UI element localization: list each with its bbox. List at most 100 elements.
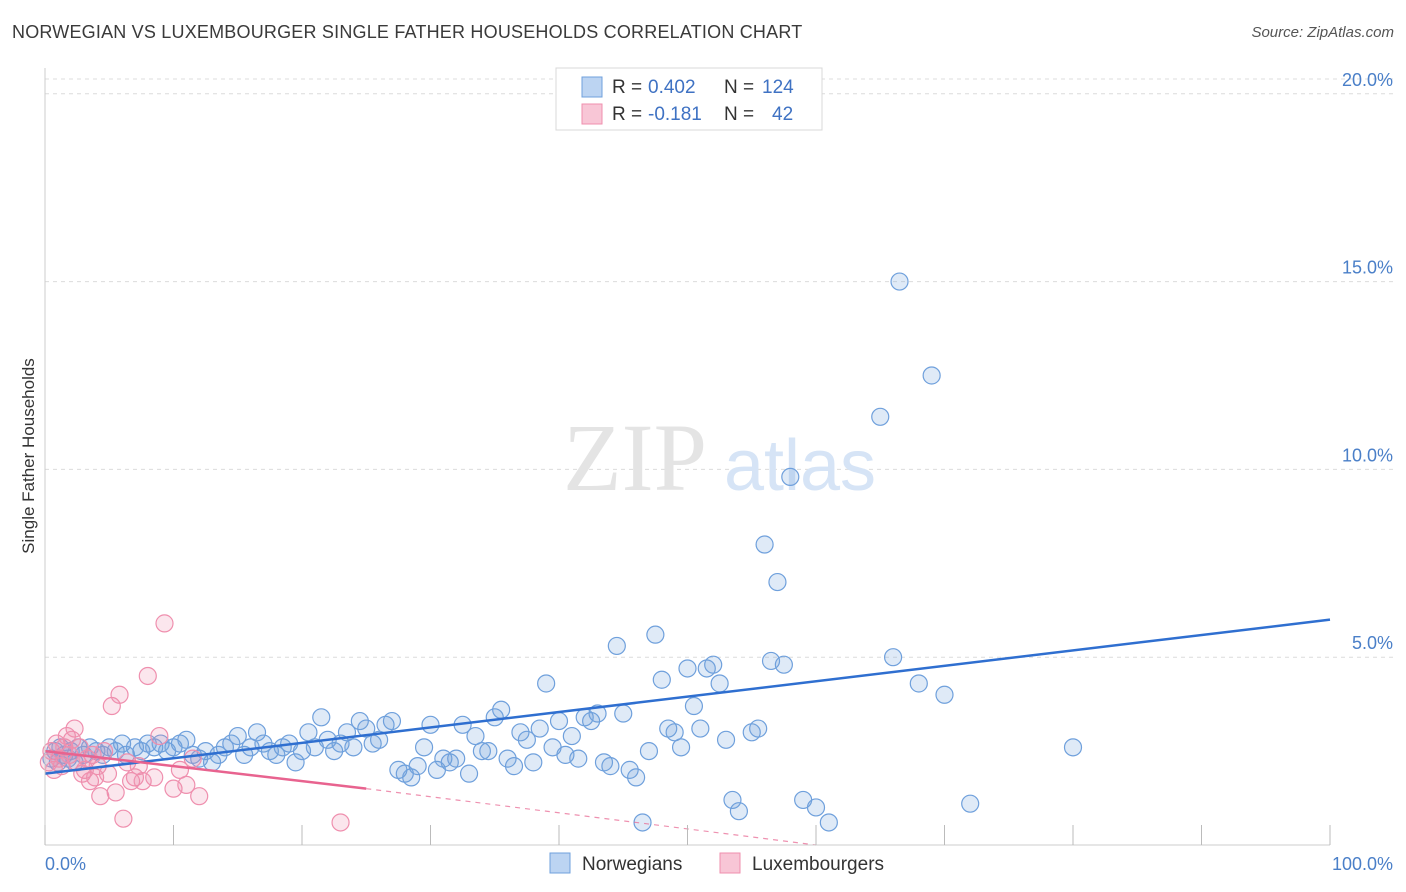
luxembourger-point bbox=[145, 768, 164, 787]
y-tick-label: 15.0% bbox=[1342, 258, 1393, 278]
norwegian-point bbox=[883, 648, 903, 667]
x-tick-label-min: 0.0% bbox=[45, 854, 86, 874]
luxembourgers-points bbox=[39, 614, 350, 832]
luxembourger-point bbox=[155, 614, 174, 633]
legend-pink-n-label: N = bbox=[724, 104, 754, 125]
norwegian-point bbox=[350, 711, 369, 731]
norwegian-point bbox=[479, 741, 498, 761]
norwegian-point bbox=[871, 407, 890, 426]
norwegian-point bbox=[588, 704, 607, 723]
legend-norwegians-swatch bbox=[549, 852, 571, 874]
grid-layer bbox=[45, 78, 1395, 658]
norwegians-points bbox=[42, 272, 1083, 832]
luxembourger-point bbox=[62, 730, 82, 749]
norwegian-point bbox=[671, 738, 691, 757]
norwegian-point bbox=[633, 813, 652, 832]
norwegian-point bbox=[601, 757, 620, 776]
norwegian-point bbox=[639, 741, 659, 761]
chart-title: NORWEGIAN VS LUXEMBOURGER SINGLE FATHER … bbox=[12, 22, 803, 42]
legend-blue-n-value: 124 bbox=[762, 77, 794, 98]
norwegian-point bbox=[562, 726, 581, 746]
norwegian-point bbox=[665, 723, 684, 742]
x-tick-label-max: 100.0% bbox=[1332, 854, 1393, 874]
norwegian-point bbox=[626, 768, 646, 787]
norwegian-point bbox=[408, 757, 427, 776]
norwegian-point bbox=[620, 760, 639, 779]
norwegian-point bbox=[582, 711, 601, 731]
norwegian-point bbox=[1063, 738, 1083, 757]
legend-pink-swatch bbox=[581, 103, 603, 125]
norwegian-point bbox=[710, 674, 729, 693]
norwegian-point bbox=[504, 757, 524, 776]
norwegian-point bbox=[370, 730, 389, 749]
legend-pink-r-label: R = bbox=[612, 104, 642, 125]
norwegian-point bbox=[684, 696, 704, 716]
watermark-atlas: atlas bbox=[724, 426, 876, 506]
norwegian-point bbox=[646, 625, 665, 644]
norwegian-point bbox=[607, 636, 626, 656]
norwegian-point bbox=[749, 719, 768, 738]
norwegian-point bbox=[723, 790, 742, 810]
luxembourger-point bbox=[331, 813, 350, 832]
luxembourger-point bbox=[133, 772, 152, 791]
source-label: Source: ZipAtlas.com bbox=[1251, 24, 1394, 41]
norwegian-point bbox=[806, 798, 826, 817]
norwegian-point bbox=[325, 741, 344, 761]
legend-norwegians-label: Norwegians bbox=[582, 854, 682, 875]
luxembourger-point bbox=[106, 783, 125, 802]
legend-blue-r-label: R = bbox=[612, 77, 642, 98]
luxembourger-point bbox=[95, 741, 114, 761]
norwegian-point bbox=[652, 670, 671, 689]
legend-top: R = 0.402 N = 124 R = -0.181 N = 42 bbox=[555, 67, 823, 131]
norwegian-point bbox=[781, 467, 800, 487]
norwegian-point bbox=[498, 749, 517, 768]
legend-blue-n-label: N = bbox=[724, 77, 754, 98]
luxembourger-point bbox=[91, 787, 110, 806]
y-tick-label: 20.0% bbox=[1342, 70, 1393, 90]
watermark: ZIP atlas bbox=[563, 404, 876, 511]
norwegian-point bbox=[511, 723, 530, 742]
luxembourgers-trend-extension bbox=[366, 788, 817, 846]
norwegian-point bbox=[466, 726, 485, 746]
norwegian-point bbox=[382, 711, 402, 731]
norwegian-point bbox=[768, 572, 787, 592]
norwegian-point bbox=[678, 659, 697, 678]
norwegian-point bbox=[414, 738, 434, 757]
luxembourger-point bbox=[150, 726, 169, 746]
y-axis-label: Single Father Households bbox=[19, 358, 38, 554]
norwegian-point bbox=[357, 719, 376, 738]
norwegian-point bbox=[485, 708, 504, 727]
trend-lines bbox=[44, 618, 1331, 846]
norwegian-point bbox=[447, 749, 466, 768]
legend-luxembourgers-label: Luxembourgers bbox=[752, 854, 884, 875]
norwegian-point bbox=[228, 726, 247, 746]
legend-bottom: Norwegians Luxembourgers bbox=[549, 852, 884, 875]
norwegian-point bbox=[537, 674, 556, 693]
luxembourger-point bbox=[190, 787, 209, 806]
norwegian-point bbox=[344, 738, 363, 757]
norwegian-point bbox=[459, 764, 479, 783]
norwegian-point bbox=[517, 730, 536, 749]
norwegian-point bbox=[935, 685, 954, 704]
norwegian-point bbox=[716, 730, 736, 749]
norwegian-point bbox=[530, 719, 549, 738]
norwegian-point bbox=[961, 794, 980, 813]
legend-blue-r-value: 0.402 bbox=[648, 77, 696, 98]
luxembourger-point bbox=[177, 775, 196, 795]
norwegian-point bbox=[549, 711, 569, 731]
norwegian-point bbox=[819, 813, 838, 832]
luxembourgers-trend-line bbox=[44, 749, 367, 790]
y-tick-label: 10.0% bbox=[1342, 445, 1393, 465]
luxembourger-point bbox=[138, 666, 157, 686]
y-tick-label: 5.0% bbox=[1352, 633, 1393, 653]
norwegian-point bbox=[492, 700, 511, 719]
axes-layer: 5.0% 10.0% 15.0% 20.0% 0.0% 100.0% bbox=[44, 68, 1393, 874]
norwegian-point bbox=[704, 655, 723, 674]
norwegian-point bbox=[774, 655, 793, 674]
norwegian-point bbox=[472, 741, 491, 761]
norwegian-point bbox=[691, 719, 710, 738]
legend-luxembourgers-swatch bbox=[719, 852, 741, 874]
norwegian-point bbox=[247, 723, 267, 742]
luxembourger-point bbox=[183, 749, 202, 768]
